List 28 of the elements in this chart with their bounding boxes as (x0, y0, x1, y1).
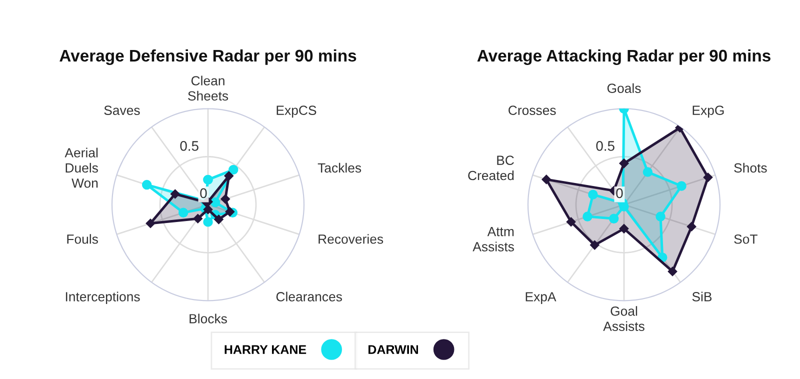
spoke-label: ExpG (692, 106, 724, 118)
spoke-label: Clearances (276, 292, 342, 302)
spoke-label: Aerial Duels Won (64, 148, 98, 188)
y-tick-label: 0 (200, 188, 207, 198)
spoke-label: Recoveries (318, 234, 384, 244)
chart-title: Average Defensive Radar per 90 mins (60, 49, 356, 65)
spoke-label: Attm Assists (472, 227, 514, 252)
spoke-label: Saves (104, 106, 140, 116)
spoke-label: SiB (692, 292, 712, 302)
spoke-label: Tackles (318, 162, 362, 173)
spoke-label: Goal Assists (603, 306, 644, 331)
y-tick-label: 0 (616, 188, 623, 198)
chart-title: Average Attacking Radar per 90 mins (477, 49, 770, 65)
spoke-label: Shots (734, 162, 767, 173)
legend-label: DARWIN (368, 345, 418, 354)
spoke-label: ExpA (526, 292, 556, 304)
legend-label: HARRY KANE (224, 345, 306, 354)
spoke-label: BC Created (468, 156, 514, 180)
spoke-label: Blocks (190, 314, 227, 324)
spoke-label: Interceptions (66, 292, 140, 304)
y-tick-label: 0.5 (180, 141, 198, 151)
spoke-label: Fouls (67, 234, 98, 244)
spoke-label: SoT (734, 234, 758, 244)
spoke-label: Goals (607, 83, 641, 93)
spoke-label: ExpCS (276, 106, 316, 118)
spoke-label: Clean Sheets (188, 76, 228, 101)
spoke-label: Crosses (508, 106, 556, 116)
y-tick-label: 0.5 (596, 141, 614, 151)
